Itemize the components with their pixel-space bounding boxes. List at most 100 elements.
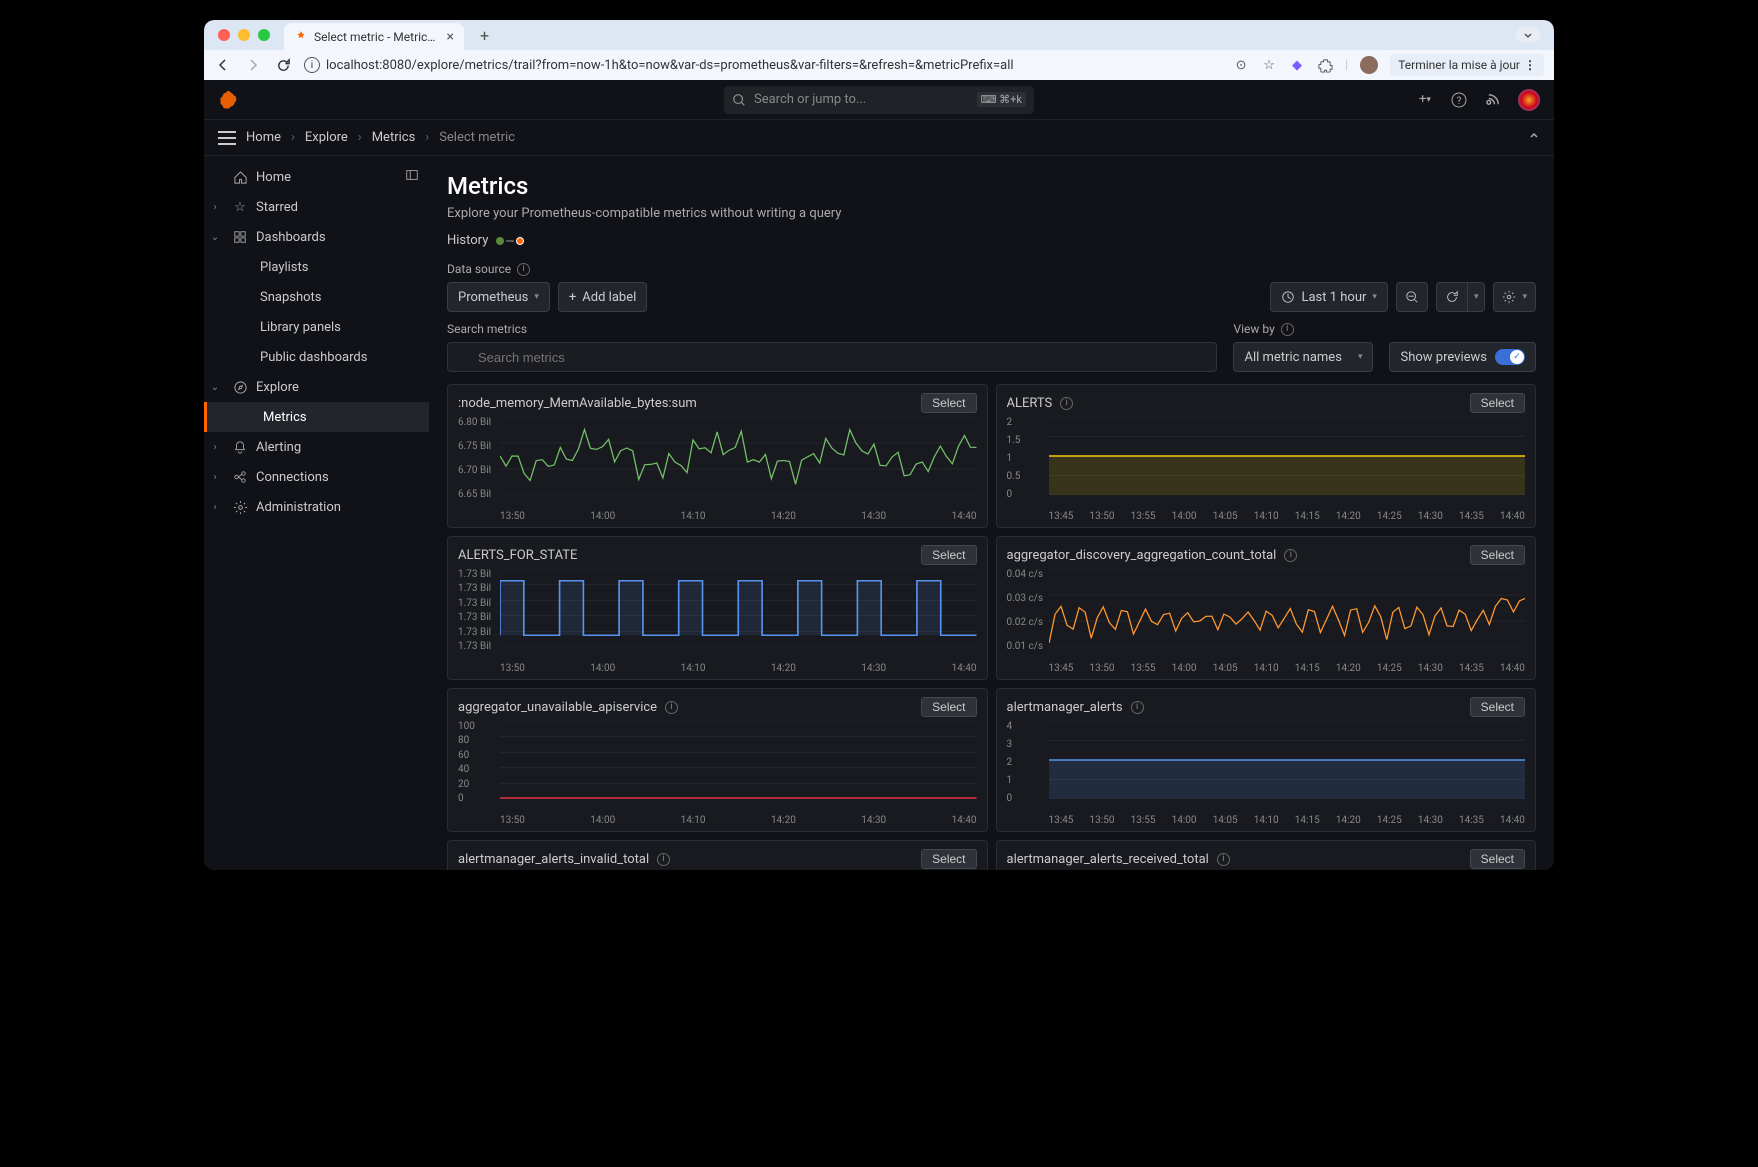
refresh-interval[interactable]: ▾ <box>1468 282 1486 312</box>
metric-panel: ALERTS_FOR_STATE Select 1.73 Bil1.73 Bil… <box>447 536 988 680</box>
extensions-icon[interactable] <box>1317 57 1333 73</box>
select-button[interactable]: Select <box>1470 697 1525 717</box>
breadcrumb-current: Select metric <box>439 130 515 145</box>
back-button[interactable] <box>214 56 232 74</box>
search-placeholder: Search or jump to... <box>754 92 969 107</box>
x-axis: 13:5014:0014:1014:2014:3014:40 <box>458 813 977 827</box>
history-trail[interactable] <box>496 237 524 245</box>
select-button[interactable]: Select <box>1470 393 1525 413</box>
breadcrumb-home[interactable]: Home <box>246 130 281 145</box>
site-info-icon[interactable]: i <box>304 57 320 73</box>
gear-icon <box>232 499 248 515</box>
select-button[interactable]: Select <box>921 697 976 717</box>
info-icon[interactable]: i <box>1131 701 1144 714</box>
new-tab-button[interactable]: + <box>472 26 497 45</box>
zoom-out-button[interactable] <box>1396 282 1428 312</box>
sidebar-item-administration[interactable]: › Administration <box>204 492 429 522</box>
select-button[interactable]: Select <box>921 545 976 565</box>
time-range-picker[interactable]: Last 1 hour▾ <box>1270 282 1387 312</box>
metric-panel: alertmanager_alerts_received_total i Sel… <box>996 840 1537 870</box>
settings-button[interactable]: ▾ <box>1493 282 1536 312</box>
select-button[interactable]: Select <box>1470 849 1525 869</box>
maximize-window[interactable] <box>258 29 270 41</box>
breadcrumb-explore[interactable]: Explore <box>305 130 348 145</box>
window-controls[interactable] <box>218 29 270 41</box>
datasource-label: Data source i <box>447 262 1536 276</box>
tabs-menu[interactable] <box>1516 27 1540 43</box>
metric-panel: alertmanager_alerts i Select 43210 13:45… <box>996 688 1537 832</box>
forward-button[interactable] <box>244 56 262 74</box>
show-previews-toggle[interactable]: Show previews <box>1389 342 1536 372</box>
x-axis: 13:4513:5013:5514:0014:0514:1014:1514:20… <box>1007 661 1526 675</box>
x-axis: 13:5014:0014:1014:2014:3014:40 <box>458 661 977 675</box>
sidebar-item-snapshots[interactable]: Snapshots <box>204 282 429 312</box>
update-button[interactable]: Terminer la mise à jour ⋮ <box>1390 54 1544 76</box>
menu-toggle[interactable] <box>218 131 236 145</box>
extension-icon-1[interactable]: ◆ <box>1289 57 1305 73</box>
panel-title: alertmanager_alerts_received_total <box>1007 852 1209 867</box>
info-icon[interactable]: i <box>1284 549 1297 562</box>
key-icon[interactable]: ⊙ <box>1233 57 1249 73</box>
bookmark-icon[interactable]: ☆ <box>1261 57 1277 73</box>
panel-title: alertmanager_alerts <box>1007 700 1123 715</box>
info-icon[interactable]: i <box>517 263 530 276</box>
sidebar-item-alerting[interactable]: › Alerting <box>204 432 429 462</box>
close-tab-icon[interactable]: × <box>447 29 454 45</box>
sidebar-item-home[interactable]: Home <box>204 162 429 192</box>
sidebar: Home › ☆ Starred ⌄ Dashboards Playlists … <box>204 156 429 870</box>
close-window[interactable] <box>218 29 230 41</box>
info-icon[interactable]: i <box>1281 323 1294 336</box>
minimize-window[interactable] <box>238 29 250 41</box>
sidebar-item-dashboards[interactable]: ⌄ Dashboards <box>204 222 429 252</box>
select-button[interactable]: Select <box>921 393 976 413</box>
sidebar-item-library[interactable]: Library panels <box>204 312 429 342</box>
add-button[interactable]: + ▾ <box>1416 91 1434 109</box>
collapse-icon[interactable] <box>1528 130 1540 146</box>
x-axis: 13:4513:5013:5514:0014:0514:1014:1514:20… <box>1007 509 1526 523</box>
info-icon[interactable]: i <box>665 701 678 714</box>
select-button[interactable]: Select <box>1470 545 1525 565</box>
tab-title: Select metric - Metrics - Exp <box>314 30 441 44</box>
home-icon <box>232 169 248 185</box>
help-icon[interactable]: ? <box>1450 91 1468 109</box>
sidebar-item-metrics[interactable]: Metrics <box>204 402 429 432</box>
address-bar[interactable]: i localhost:8080/explore/metrics/trail?f… <box>304 52 1221 78</box>
metric-panel: aggregator_unavailable_apiservice i Sele… <box>447 688 988 832</box>
connections-icon <box>232 469 248 485</box>
page-subtitle: Explore your Prometheus-compatible metri… <box>447 206 1536 221</box>
sidebar-item-public[interactable]: Public dashboards <box>204 342 429 372</box>
refresh-button[interactable] <box>1436 282 1468 312</box>
info-icon[interactable]: i <box>1060 397 1073 410</box>
viewby-select[interactable]: All metric names▾ <box>1233 342 1373 372</box>
info-icon[interactable]: i <box>1217 853 1230 866</box>
grafana-logo[interactable] <box>218 89 240 111</box>
user-avatar[interactable] <box>1518 89 1540 111</box>
add-label-button[interactable]: + Add label <box>558 282 647 312</box>
x-axis: 13:4513:5013:5514:0014:0514:1014:1514:20… <box>1007 813 1526 827</box>
dock-icon[interactable] <box>405 168 419 186</box>
sidebar-item-explore[interactable]: ⌄ Explore <box>204 372 429 402</box>
breadcrumb-bar: Home › Explore › Metrics › Select metric <box>204 120 1554 156</box>
x-axis: 13:5014:0014:1014:2014:3014:40 <box>458 509 977 523</box>
search-metrics-input[interactable] <box>447 342 1217 372</box>
panel-title: alertmanager_alerts_invalid_total <box>458 852 649 867</box>
sidebar-item-starred[interactable]: › ☆ Starred <box>204 192 429 222</box>
toggle-switch[interactable] <box>1495 349 1525 365</box>
sidebar-item-playlists[interactable]: Playlists <box>204 252 429 282</box>
grafana-favicon <box>294 30 308 44</box>
browser-tab[interactable]: Select metric - Metrics - Exp × <box>284 23 464 51</box>
rss-icon[interactable] <box>1484 91 1502 109</box>
reload-button[interactable] <box>274 56 292 74</box>
breadcrumb-metrics[interactable]: Metrics <box>372 130 416 145</box>
global-search[interactable]: Search or jump to... ⌨ ⌘+k <box>724 86 1034 114</box>
profile-avatar[interactable] <box>1360 56 1378 74</box>
search-label: Search metrics <box>447 322 1217 336</box>
metric-panel: :node_memory_MemAvailable_bytes:sum Sele… <box>447 384 988 528</box>
app-topbar: Search or jump to... ⌨ ⌘+k + ▾ ? <box>204 80 1554 120</box>
info-icon[interactable]: i <box>657 853 670 866</box>
sidebar-item-connections[interactable]: › Connections <box>204 462 429 492</box>
search-icon <box>732 93 746 107</box>
datasource-select[interactable]: Prometheus▾ <box>447 282 550 312</box>
clock-icon <box>1281 290 1295 304</box>
select-button[interactable]: Select <box>921 849 976 869</box>
